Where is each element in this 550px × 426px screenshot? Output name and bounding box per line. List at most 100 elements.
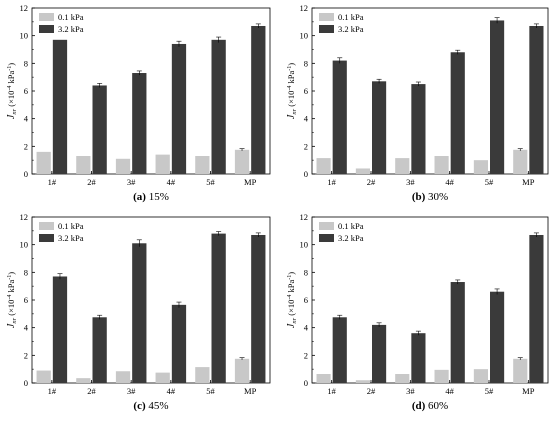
y-tick-label: 6 bbox=[24, 295, 28, 305]
legend-swatch bbox=[39, 13, 54, 21]
bar-low bbox=[36, 151, 51, 174]
bar-high bbox=[490, 291, 505, 383]
y-tick-label: 6 bbox=[24, 86, 28, 96]
bar-low bbox=[395, 374, 410, 383]
x-tick-label: 1# bbox=[327, 386, 336, 396]
bar-high bbox=[132, 73, 147, 174]
bar-high bbox=[411, 84, 426, 174]
x-tick-label: 2# bbox=[367, 386, 376, 396]
y-axis-label: Jnr (×10-4 kPa-1) bbox=[286, 272, 298, 328]
panel-caption: (a) 15% bbox=[133, 191, 169, 203]
legend-label: 0.1 kPa bbox=[58, 12, 84, 22]
bar-low bbox=[76, 378, 91, 383]
x-tick-label: 4# bbox=[167, 177, 176, 187]
x-tick-label: MP bbox=[522, 386, 535, 396]
y-tick-label: 12 bbox=[20, 3, 29, 13]
legend-label: 0.1 kPa bbox=[338, 221, 364, 231]
x-tick-label: 3# bbox=[406, 386, 415, 396]
bar-high bbox=[411, 333, 426, 383]
legend-swatch bbox=[39, 25, 54, 33]
y-axis-label: Jnr (×10-4 kPa-1) bbox=[286, 63, 298, 119]
x-tick-label: 5# bbox=[485, 386, 494, 396]
x-tick-label: 3# bbox=[127, 386, 136, 396]
x-tick-label: MP bbox=[244, 386, 257, 396]
bar-high bbox=[52, 39, 68, 174]
x-tick-label: MP bbox=[522, 177, 535, 187]
y-tick-label: 12 bbox=[300, 212, 309, 222]
x-tick-label: 5# bbox=[485, 177, 494, 187]
y-tick-label: 4 bbox=[304, 114, 309, 124]
x-tick-label: 4# bbox=[167, 386, 176, 396]
x-tick-label: 4# bbox=[445, 386, 454, 396]
panel-caption: (b) 30% bbox=[412, 191, 448, 203]
x-tick-label: 3# bbox=[127, 177, 136, 187]
x-tick-label: 1# bbox=[48, 177, 57, 187]
bar-low bbox=[234, 149, 250, 174]
y-tick-label: 10 bbox=[300, 31, 309, 41]
y-tick-label: 0 bbox=[24, 169, 28, 179]
bar-high bbox=[211, 233, 226, 383]
bar-high bbox=[251, 25, 266, 174]
bar-low bbox=[473, 160, 488, 174]
bar-low bbox=[76, 156, 91, 174]
y-tick-label: 8 bbox=[24, 267, 28, 277]
bar-high bbox=[52, 276, 68, 383]
y-tick-label: 12 bbox=[300, 3, 309, 13]
legend-swatch bbox=[319, 25, 334, 33]
legend-label: 3.2 kPa bbox=[58, 233, 84, 243]
y-tick-label: 10 bbox=[300, 240, 309, 250]
legend-label: 3.2 kPa bbox=[58, 24, 84, 34]
x-tick-label: 2# bbox=[87, 386, 96, 396]
legend-swatch bbox=[39, 222, 54, 230]
bar-low bbox=[36, 370, 51, 383]
panel-caption: (c) 45% bbox=[133, 400, 168, 412]
legend-label: 3.2 kPa bbox=[338, 24, 364, 34]
bar-high bbox=[529, 234, 544, 383]
bar-low bbox=[395, 158, 410, 174]
bar-high bbox=[171, 304, 187, 383]
x-tick-label: 1# bbox=[327, 177, 336, 187]
bar-low bbox=[195, 367, 210, 383]
chart-panel-4: 0 2 4 6 8 10 12 Jnr (×10-4 kPa-1) 1# 2# 3# 4# 5# MP 0.… bbox=[286, 212, 549, 412]
bar-low bbox=[115, 371, 131, 383]
bar-low bbox=[195, 156, 210, 174]
chart-panel-1: 0 2 4 6 8 10 12 Jnr (×10-4 kPa-1) 1# 2# 3# 4# 5# MP 0.… bbox=[6, 3, 271, 203]
bar-high bbox=[450, 52, 465, 175]
x-tick-label: 2# bbox=[87, 177, 96, 187]
x-tick-label: 2# bbox=[367, 177, 376, 187]
legend-swatch bbox=[39, 234, 54, 242]
y-tick-label: 2 bbox=[304, 350, 308, 360]
bar-low bbox=[513, 149, 528, 174]
bar-low bbox=[434, 369, 449, 383]
panel-caption: (d) 60% bbox=[412, 400, 448, 412]
y-tick-label: 4 bbox=[304, 323, 309, 333]
bar-high bbox=[92, 85, 107, 174]
y-tick-label: 10 bbox=[20, 31, 29, 41]
bar-low bbox=[434, 156, 449, 174]
y-tick-label: 0 bbox=[24, 378, 28, 388]
bar-low bbox=[355, 168, 370, 174]
x-tick-label: 1# bbox=[48, 386, 57, 396]
x-tick-label: 4# bbox=[445, 177, 454, 187]
bar-low bbox=[155, 372, 170, 383]
y-axis-label: Jnr (×10-4 kPa-1) bbox=[6, 272, 18, 328]
x-tick-label: 3# bbox=[406, 177, 415, 187]
bar-high bbox=[450, 282, 465, 383]
y-tick-label: 6 bbox=[304, 86, 308, 96]
bar-low bbox=[115, 158, 131, 174]
y-tick-label: 8 bbox=[304, 58, 308, 68]
bar-high bbox=[251, 234, 266, 383]
bar-low bbox=[355, 380, 370, 383]
y-tick-label: 0 bbox=[304, 378, 308, 388]
y-tick-label: 8 bbox=[24, 58, 28, 68]
bar-high bbox=[211, 39, 226, 174]
y-tick-label: 2 bbox=[304, 141, 308, 151]
y-tick-label: 2 bbox=[24, 350, 28, 360]
y-tick-label: 2 bbox=[24, 141, 28, 151]
bar-high bbox=[332, 317, 347, 383]
legend-swatch bbox=[319, 234, 334, 242]
bar-high bbox=[171, 43, 187, 174]
legend-swatch bbox=[319, 222, 334, 230]
bar-high bbox=[372, 81, 387, 174]
